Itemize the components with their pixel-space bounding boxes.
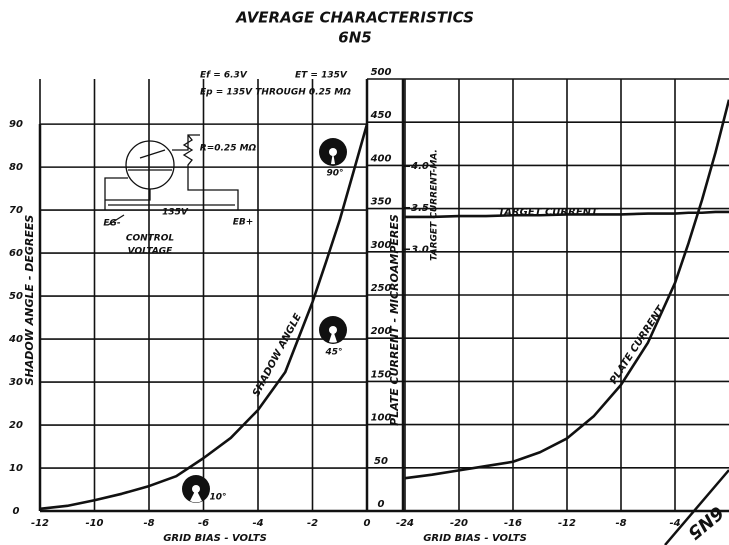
y-tick-label: 10	[9, 463, 23, 474]
chart-title: AVERAGE CHARACTERISTICS	[235, 9, 474, 27]
y2-tick-label: 400	[370, 153, 392, 164]
y2-tick-label: 350	[371, 197, 392, 208]
curve-label: SHADOW ANGLE	[251, 312, 304, 399]
y-tick-label: 60	[9, 248, 23, 259]
y-tick-label: 0	[13, 506, 20, 517]
x-tick-label: -16	[504, 518, 522, 529]
x-axis-label: GRID BIAS - VOLTS	[423, 533, 527, 544]
y2-axis-label: TARGET CURRENT-MA.	[430, 149, 440, 261]
y2-tick-label: 3.0	[411, 244, 429, 255]
x-tick-label: -24	[396, 518, 414, 529]
chart-subtitle: 6N5	[338, 29, 371, 47]
x-tick-label: -2	[307, 518, 318, 529]
y-tick-label: 40	[8, 334, 23, 345]
eye-icon-shadow	[331, 152, 335, 165]
annotation: Ep = 135V THROUGH 0.25 MΩ	[200, 88, 351, 98]
corner-line	[664, 469, 729, 545]
y2-tick-label: 100	[371, 413, 392, 424]
x-axis-label: GRID BIAS - VOLTS	[163, 533, 267, 544]
y2-tick-label: 500	[371, 67, 392, 78]
x-tick-label: -8	[615, 518, 626, 529]
y-tick-label: 50	[9, 291, 23, 302]
y2-tick-label: 250	[371, 283, 392, 294]
annotation: EG-	[103, 219, 121, 229]
y-tick-label: 20	[9, 420, 23, 431]
circuit-diagram	[104, 134, 239, 226]
series-line	[404, 99, 729, 480]
x-tick-label: -12	[558, 518, 576, 529]
y-axis-label: SHADOW ANGLE - DEGREES	[23, 215, 36, 386]
x-tick-label: -8	[143, 518, 154, 529]
y-tick-label: 80	[9, 162, 23, 173]
y-tick-label: 30	[9, 377, 23, 388]
x-tick-label: -4	[669, 518, 680, 529]
y2-tick-label: 3.5	[411, 203, 429, 214]
annotation: 10°	[209, 493, 226, 503]
eye-icon-shadow	[190, 489, 202, 503]
x-tick-label: -12	[31, 518, 49, 529]
annotation: 45°	[324, 348, 342, 358]
y2-axis-label: PLATE CURRENT - MICROAMPERES	[388, 214, 401, 426]
y2-tick-label: 50	[374, 456, 388, 467]
y2-tick-label: 4.0	[410, 161, 429, 172]
annotation: 90°	[326, 169, 343, 179]
y-tick-label: 90	[9, 119, 23, 130]
x-tick-label: -4	[252, 518, 263, 529]
series-line	[39, 123, 369, 511]
y2-tick-label: 200	[371, 326, 392, 337]
x-tick-label: -6	[198, 518, 209, 529]
annotation: R=0.25 MΩ	[200, 144, 257, 154]
annotation: EB+	[233, 218, 254, 228]
curve-label: TARGET CURRENT	[498, 207, 599, 218]
y2-tick-label: 0	[378, 499, 385, 510]
curve-label: PLATE CURRENT	[608, 303, 667, 386]
conditions-backdrop	[190, 64, 365, 104]
eye-icon-shadow	[329, 330, 337, 343]
corner-label: 6N5	[683, 501, 727, 543]
annotation: ET = 135V	[295, 71, 348, 81]
annotation: VOLTAGE	[128, 247, 173, 257]
x-tick-label: -20	[450, 518, 468, 529]
y2-tick-label: 150	[371, 369, 392, 380]
y2-tick-label: 450	[370, 110, 392, 121]
series-line	[405, 210, 729, 219]
annotation: 135V	[162, 208, 189, 218]
x-tick-label: 0	[364, 518, 371, 529]
x-tick-label: -10	[85, 518, 103, 529]
annotation: CONTROL	[126, 234, 175, 244]
y2-tick-label: 300	[371, 240, 392, 251]
annotation: Ef = 6.3V	[200, 71, 248, 81]
y-tick-label: 70	[9, 205, 23, 216]
